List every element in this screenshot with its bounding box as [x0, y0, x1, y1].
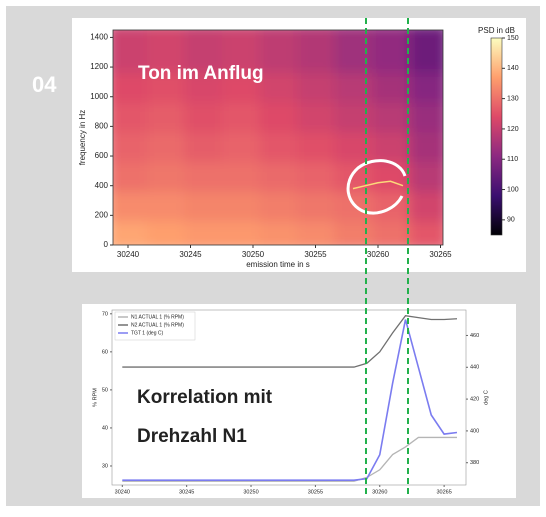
y-tick-label: 200 [95, 210, 109, 219]
heatmap-cells [107, 24, 449, 251]
x-tick-label: 30240 [117, 250, 140, 259]
y2-axis-label: deg C [483, 390, 489, 405]
y2-tick-label: 380 [470, 460, 479, 466]
colorbar-label: PSD in dB [478, 26, 515, 35]
x-tick-label: 30250 [243, 489, 258, 495]
colorbar-tick-label: 100 [507, 186, 519, 193]
slide: 04 30240 30245 30250 30255 30260 30265 0 200 400… [0, 0, 546, 512]
x-tick-label: 30260 [372, 489, 387, 495]
colorbar-tick-label: 150 [507, 35, 519, 42]
y-tick-label: 70 [102, 311, 108, 317]
x-tick-label: 30245 [179, 250, 202, 259]
y-tick-label: 1200 [90, 62, 108, 71]
x-tick-label: 30255 [304, 250, 327, 259]
x-tick-label: 30260 [367, 250, 390, 259]
colorbar-tick-label: 90 [507, 217, 515, 224]
legend-label: TGT 1 (deg C) [131, 330, 163, 336]
x-tick-label: 30265 [429, 250, 452, 259]
x-tick-label: 30245 [179, 489, 194, 495]
y2-tick-label: 460 [470, 333, 479, 339]
y-tick-label: 30 [102, 463, 108, 469]
y-axis-label: % RPM [92, 388, 98, 407]
y-axis-label: frequency in Hz [78, 110, 87, 166]
x-tick-label: 30255 [308, 489, 323, 495]
annotation: Ton im Anflug [138, 63, 264, 84]
legend-label: N1 ACTUAL 1 (% RPM) [131, 314, 184, 320]
legend-label: N2 ACTUAL 1 (% RPM) [131, 322, 184, 328]
y2-tick-label: 440 [470, 365, 479, 371]
annotation: Korrelation mit [137, 387, 273, 408]
x-axis-label: emission time in s [246, 260, 310, 269]
annotation: Drehzahl N1 [137, 426, 247, 447]
colorbar-tick-label: 110 [507, 156, 518, 163]
y-tick-label: 600 [95, 151, 109, 160]
y-tick-label: 800 [95, 121, 109, 130]
y-tick-label: 40 [102, 425, 108, 431]
colorbar-tick-label: 120 [507, 126, 519, 133]
slide-number: 04 [32, 72, 57, 97]
colorbar-tick-label: 140 [507, 65, 519, 72]
x-tick-label: 30250 [242, 250, 265, 259]
colorbar [491, 38, 502, 235]
y2-tick-label: 400 [470, 428, 479, 434]
y-tick-label: 1000 [90, 92, 108, 101]
y-tick-label: 400 [95, 181, 109, 190]
y-tick-label: 60 [102, 349, 108, 355]
y2-tick-label: 420 [470, 397, 479, 403]
heatmap [107, 24, 449, 251]
colorbar-tick-label: 130 [507, 95, 519, 102]
y-tick-label: 50 [102, 387, 108, 393]
y-tick-label: 0 [104, 240, 109, 249]
x-tick-label: 30240 [115, 489, 130, 495]
y-tick-label: 1400 [90, 33, 108, 42]
x-tick-label: 30265 [436, 489, 451, 495]
